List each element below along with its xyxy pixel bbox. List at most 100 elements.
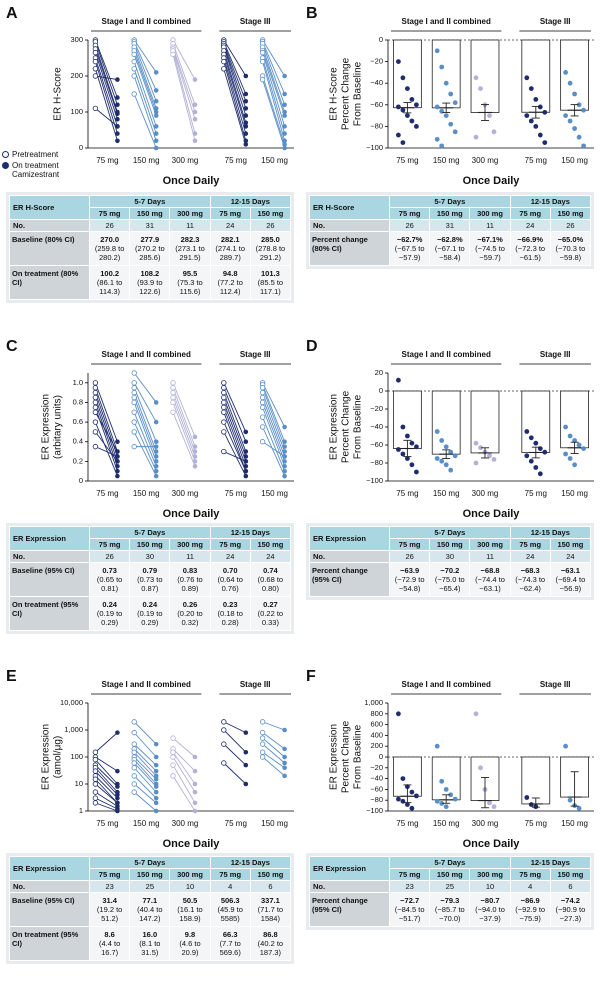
pair-line — [94, 402, 118, 467]
y-tick-label: −20 — [370, 404, 383, 413]
table-row: No. 26 31 11 24 26 — [8, 219, 292, 232]
pair-line — [172, 382, 196, 437]
on-treatment-point — [153, 113, 159, 118]
cell-value: 0.24 — [102, 600, 117, 609]
y-tick-label: 600 — [370, 720, 383, 729]
data-point — [405, 456, 410, 461]
pair-line — [95, 756, 118, 772]
pair-line — [262, 407, 286, 467]
cell-value: 0.70 — [222, 566, 238, 575]
y-tick-label: −60 — [370, 440, 383, 449]
pair-line — [95, 791, 118, 807]
column-header: 150 mg — [129, 538, 171, 551]
pretreatment-point — [131, 749, 137, 755]
data-point — [400, 424, 406, 430]
on-treatment-point — [115, 116, 120, 122]
on-treatment-point — [115, 459, 120, 464]
x-tick-label: 300 mg — [172, 156, 199, 165]
panel-label: F — [306, 668, 316, 685]
pair-line — [223, 68, 247, 145]
cell-value: 0.83 — [182, 566, 198, 575]
pretreatment-point — [259, 58, 266, 65]
data-point — [478, 86, 483, 91]
pretreatment-point — [131, 380, 137, 386]
data-point — [434, 798, 440, 804]
pretreatment-point — [131, 409, 137, 415]
on-treatment-point — [115, 784, 120, 789]
on-treatment-point — [243, 98, 249, 104]
data-point — [487, 800, 492, 806]
data-point — [563, 424, 568, 430]
cell-value: −72.7 — [400, 896, 420, 905]
on-treatment-point — [243, 454, 249, 459]
on-treatment-point — [153, 98, 159, 104]
pair-line — [133, 61, 157, 127]
table-cell: 95.5 (75.3 to 115.6) — [169, 265, 211, 300]
cell-ci: (−72.3 to −61.5) — [515, 244, 546, 262]
y-axis-label: ER H-Score — [329, 67, 340, 121]
cell-value: −62.7% — [396, 235, 423, 244]
span-header: 5-7 Days — [89, 856, 211, 869]
panel-label: A — [6, 5, 18, 22]
cell-ci: (16.1 to 158.9) — [177, 905, 203, 923]
table-cell: 31 — [129, 219, 171, 232]
data-point — [400, 107, 406, 113]
pair-line — [223, 39, 247, 77]
x-tick-label: 75 mg — [525, 156, 547, 165]
on-treatment-point — [153, 138, 159, 144]
on-treatment-point — [282, 124, 287, 129]
pretreatment-point — [131, 443, 137, 450]
on-treatment-point — [282, 449, 287, 454]
data-point — [537, 471, 543, 477]
pretreatment-point — [221, 760, 227, 766]
data-table: ER Expression 5-7 Days 12-15 Days 75 mg 150 … — [308, 526, 592, 597]
y-axis-label: ER Expression — [329, 394, 340, 460]
on-treatment-point — [192, 781, 198, 787]
cell-value: −65.0% — [557, 235, 584, 244]
pretreatment-point — [221, 409, 227, 415]
cell-value: −63.9 — [400, 566, 420, 575]
pretreatment-point — [221, 66, 227, 72]
y-tick-label: 800 — [370, 709, 383, 718]
on-treatment-point — [153, 784, 159, 789]
on-treatment-point — [153, 145, 159, 151]
span-header: 12-15 Days — [209, 856, 292, 869]
y-tick-label: 1 — [79, 806, 83, 815]
table-cell: 50.5 (16.1 to 158.9) — [169, 892, 211, 927]
on-treatment-point — [243, 781, 249, 787]
pretreatment-point — [131, 781, 137, 787]
pair-line — [262, 39, 285, 77]
data-point — [448, 121, 454, 127]
pretreatment-point — [131, 741, 137, 747]
pretreatment-point — [170, 399, 176, 406]
header-row: ER H-Score 5-7 Days 12-15 Days — [8, 195, 292, 220]
data-point — [572, 126, 577, 131]
table-cell: 0.83 (0.76 to 0.89) — [169, 562, 211, 597]
cell-value: 0.74 — [263, 566, 278, 575]
data-point — [396, 132, 401, 138]
data-point — [487, 453, 492, 459]
data-point — [396, 59, 401, 64]
data-point — [434, 136, 440, 142]
cell-value: 0.79 — [142, 566, 158, 575]
data-point — [396, 796, 401, 802]
table-cell: 9.8 (4.6 to 20.9) — [169, 926, 211, 961]
y-tick-label: 0 — [79, 476, 83, 485]
chart-panel: A Stage I and II combined Stage III 0 100 200… — [0, 0, 300, 190]
on-treatment-point — [153, 789, 159, 795]
data-point — [537, 132, 543, 138]
pair-line — [172, 392, 196, 452]
y-axis-label: From Baseline — [353, 394, 364, 459]
x-tick-label: 150 mg — [433, 156, 460, 165]
y-tick-label: −80 — [370, 795, 383, 804]
data-point — [409, 462, 415, 468]
pretreatment-point — [92, 58, 99, 65]
on-treatment-point — [282, 424, 287, 430]
table-cell: 86.8 (40.2 to 187.3) — [249, 926, 292, 961]
table-cell: 77.1 (40.4 to 147.2) — [129, 892, 171, 927]
row-label: No. — [8, 550, 91, 563]
cell-ci: (273.1 to 291.5) — [175, 244, 205, 262]
pair-line — [95, 797, 118, 810]
on-treatment-point — [192, 459, 198, 464]
pair-line — [94, 39, 118, 98]
